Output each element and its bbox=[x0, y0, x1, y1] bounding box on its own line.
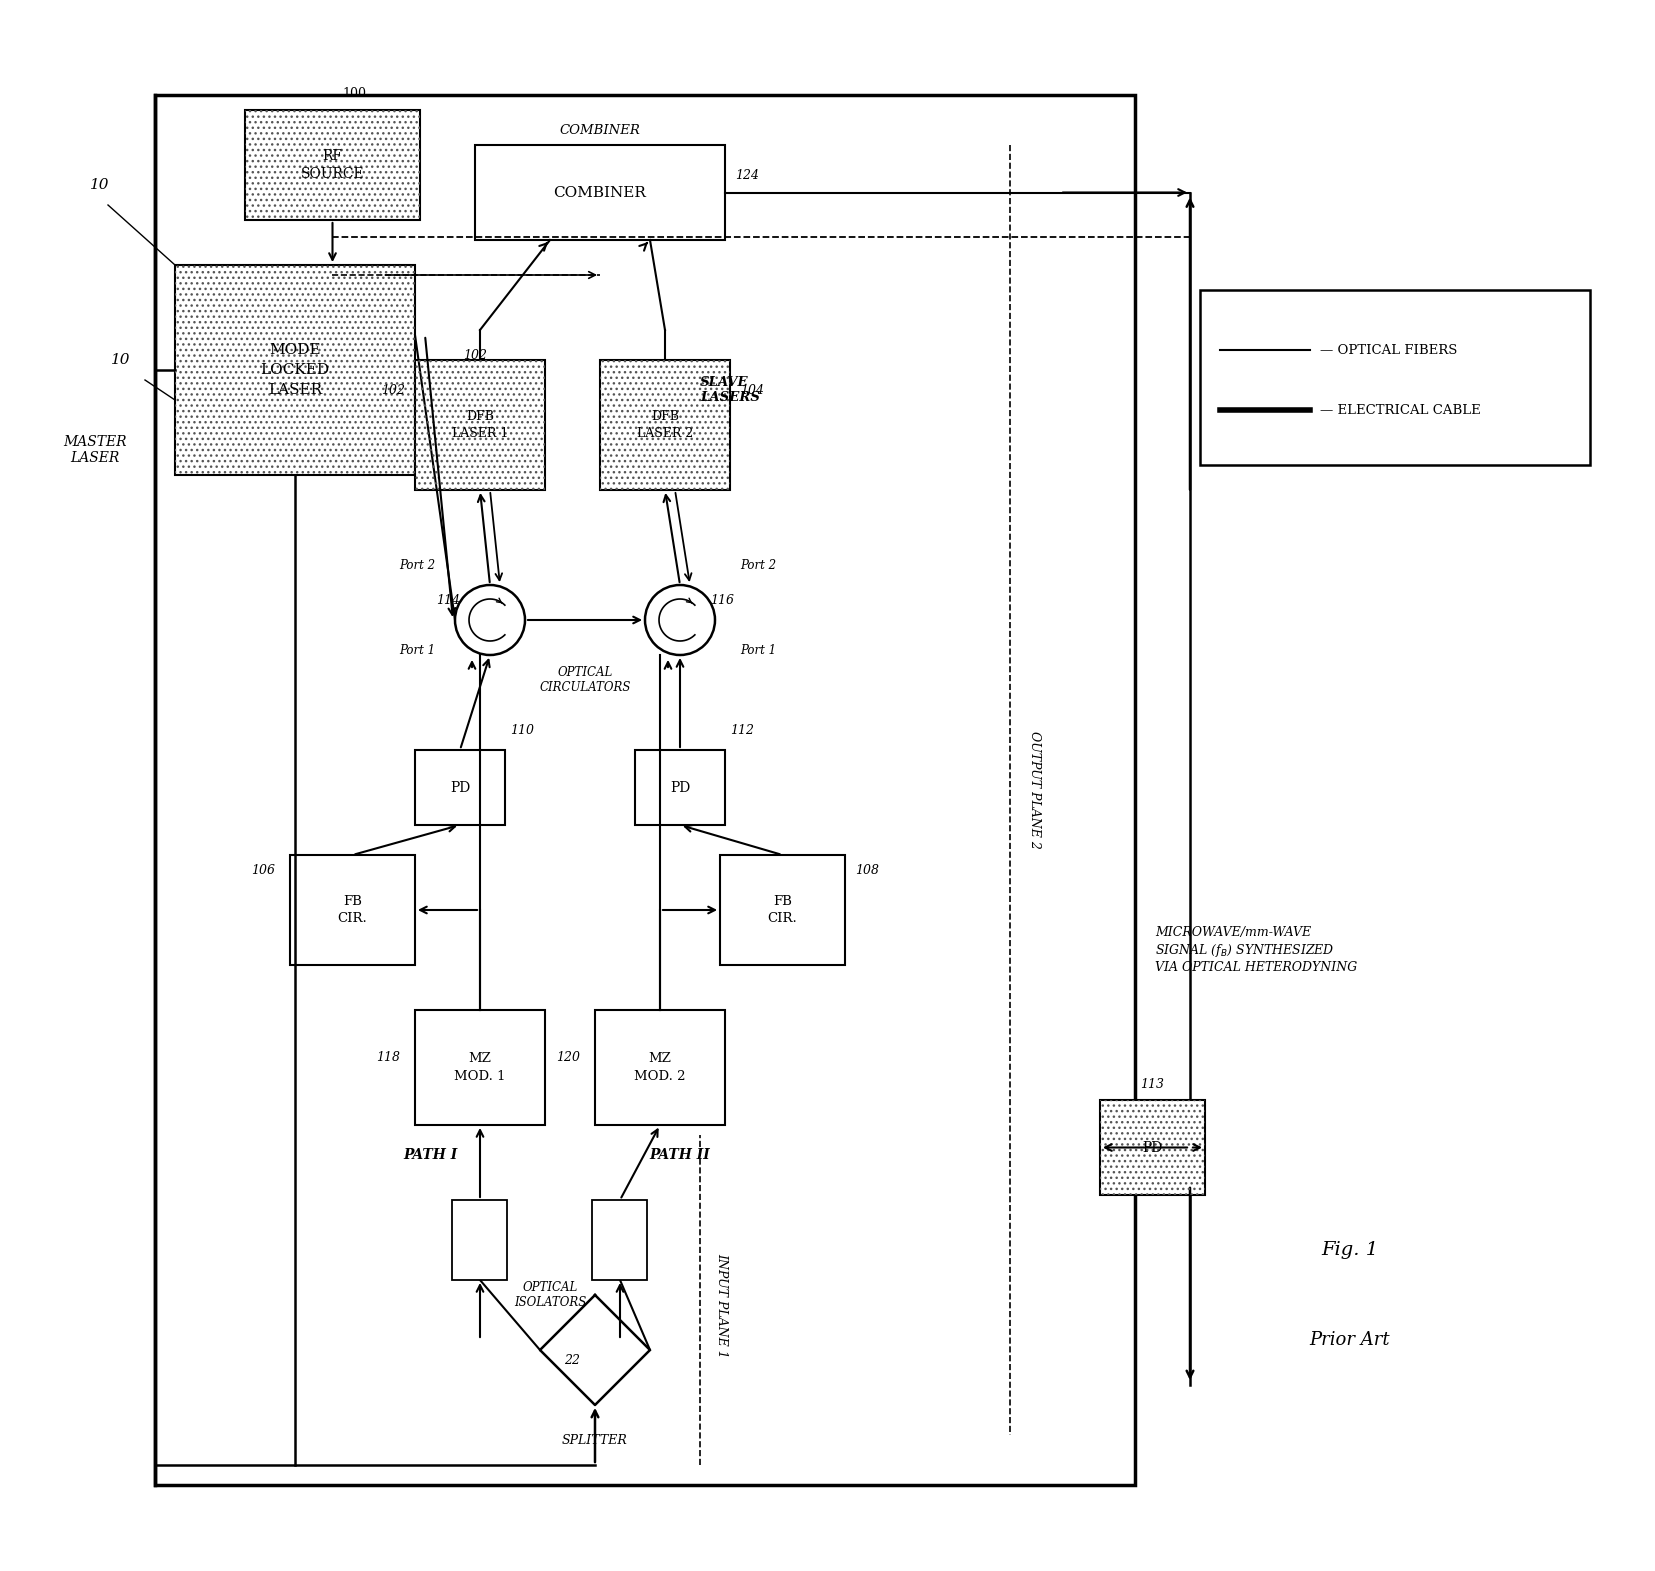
Bar bbox=[415, 360, 544, 490]
Bar bbox=[175, 265, 415, 474]
Text: 100: 100 bbox=[343, 86, 366, 101]
Text: MZ: MZ bbox=[468, 1053, 492, 1065]
Text: 110: 110 bbox=[510, 724, 533, 737]
Text: — OPTICAL FIBERS: — OPTICAL FIBERS bbox=[1319, 344, 1456, 357]
Text: Port 1: Port 1 bbox=[399, 644, 435, 657]
Text: PATH II: PATH II bbox=[649, 1148, 710, 1163]
Bar bbox=[594, 1010, 725, 1125]
Text: LASER 1: LASER 1 bbox=[452, 427, 508, 440]
Text: MICROWAVE/mm-WAVE
SIGNAL (f$_B$) SYNTHESIZED
VIA OPTICAL HETERODYNING: MICROWAVE/mm-WAVE SIGNAL (f$_B$) SYNTHES… bbox=[1154, 927, 1357, 974]
Bar bbox=[245, 110, 420, 220]
Text: Prior Art: Prior Art bbox=[1309, 1331, 1390, 1349]
Bar bbox=[1099, 1100, 1205, 1196]
Text: PD: PD bbox=[670, 781, 690, 795]
Text: 118: 118 bbox=[376, 1051, 401, 1064]
Bar bbox=[175, 265, 415, 474]
Text: 116: 116 bbox=[710, 594, 733, 606]
Text: SOURCE: SOURCE bbox=[301, 167, 364, 181]
Text: 102: 102 bbox=[463, 349, 487, 361]
Bar bbox=[452, 1200, 506, 1280]
Bar bbox=[1200, 291, 1589, 465]
Circle shape bbox=[455, 584, 525, 655]
Text: 10: 10 bbox=[111, 353, 131, 368]
Bar bbox=[415, 1010, 544, 1125]
Bar bbox=[592, 1200, 647, 1280]
Text: COMBINER: COMBINER bbox=[559, 124, 640, 137]
Text: 113: 113 bbox=[1140, 1079, 1163, 1092]
Text: DFB: DFB bbox=[465, 410, 493, 424]
Text: 120: 120 bbox=[556, 1051, 579, 1064]
Text: 104: 104 bbox=[740, 383, 763, 396]
Text: LASER 2: LASER 2 bbox=[637, 427, 693, 440]
Text: 10: 10 bbox=[89, 178, 109, 192]
Text: FB: FB bbox=[773, 895, 791, 908]
Text: MOD. 1: MOD. 1 bbox=[453, 1070, 505, 1082]
Bar bbox=[415, 749, 505, 825]
Text: MZ: MZ bbox=[649, 1053, 670, 1065]
Text: INPUT PLANE 1: INPUT PLANE 1 bbox=[715, 1252, 728, 1357]
Text: 124: 124 bbox=[735, 168, 758, 182]
Text: 22: 22 bbox=[564, 1354, 579, 1367]
Text: Port 1: Port 1 bbox=[740, 644, 776, 657]
Bar bbox=[156, 94, 1134, 1485]
Text: FB: FB bbox=[343, 895, 362, 908]
Text: SLAVE
LASERS: SLAVE LASERS bbox=[700, 375, 760, 404]
Text: RF: RF bbox=[323, 149, 343, 163]
Text: LOCKED: LOCKED bbox=[260, 363, 329, 377]
Text: — ELECTRICAL CABLE: — ELECTRICAL CABLE bbox=[1319, 404, 1480, 416]
Text: COMBINER: COMBINER bbox=[553, 185, 645, 200]
Bar bbox=[634, 749, 725, 825]
Bar bbox=[720, 855, 844, 965]
Text: 114: 114 bbox=[435, 594, 460, 606]
Bar bbox=[599, 360, 730, 490]
Text: MASTER
LASER: MASTER LASER bbox=[63, 435, 127, 465]
Text: PATH I: PATH I bbox=[402, 1148, 457, 1163]
Bar bbox=[475, 145, 725, 240]
Circle shape bbox=[644, 584, 715, 655]
Text: DFB: DFB bbox=[650, 410, 679, 424]
Text: OPTICAL
CIRCULATORS: OPTICAL CIRCULATORS bbox=[540, 666, 631, 694]
Text: OUTPUT PLANE 2: OUTPUT PLANE 2 bbox=[1028, 731, 1041, 848]
Text: LASER: LASER bbox=[268, 383, 321, 397]
Text: 108: 108 bbox=[854, 864, 879, 877]
Text: CIR.: CIR. bbox=[338, 913, 367, 925]
Bar bbox=[245, 110, 420, 220]
Text: MOD. 2: MOD. 2 bbox=[634, 1070, 685, 1082]
Bar bbox=[599, 360, 730, 490]
Text: 106: 106 bbox=[252, 864, 275, 877]
Bar bbox=[1099, 1100, 1205, 1196]
Text: 102: 102 bbox=[381, 383, 405, 396]
Text: PD: PD bbox=[450, 781, 470, 795]
Text: Fig. 1: Fig. 1 bbox=[1321, 1241, 1377, 1258]
Bar bbox=[290, 855, 415, 965]
Text: MODE: MODE bbox=[270, 342, 321, 357]
Text: CIR.: CIR. bbox=[768, 913, 798, 925]
Text: Port 2: Port 2 bbox=[740, 559, 776, 572]
Bar bbox=[415, 360, 544, 490]
Text: 112: 112 bbox=[730, 724, 753, 737]
Text: Port 2: Port 2 bbox=[399, 559, 435, 572]
Text: OPTICAL
ISOLATORS: OPTICAL ISOLATORS bbox=[513, 1280, 586, 1309]
Text: SPLITTER: SPLITTER bbox=[561, 1433, 627, 1447]
Text: PD: PD bbox=[1142, 1141, 1162, 1155]
